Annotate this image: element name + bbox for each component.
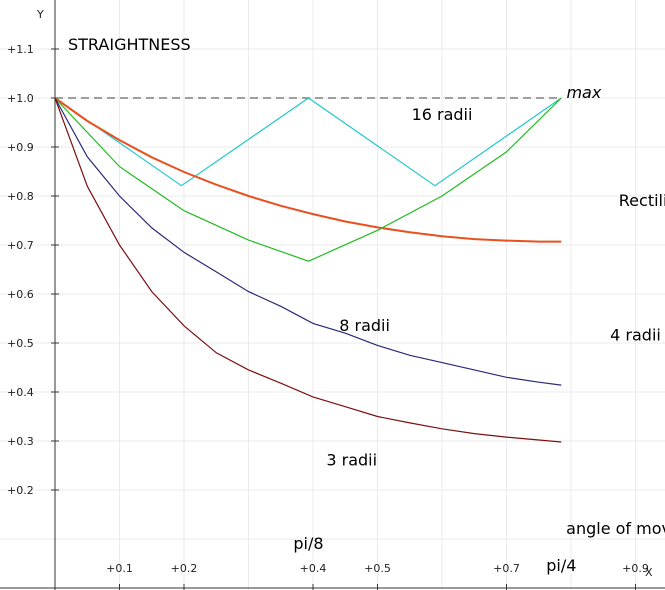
y-tick-label: +0.5 (7, 337, 34, 350)
series-line-4-radii (54, 97, 562, 386)
annotation-4-radii: 4 radii (610, 326, 661, 345)
x-tick-label: +0.4 (300, 562, 327, 575)
annotation-pi-4: pi/4 (546, 556, 576, 575)
x-axis-label: X (645, 566, 653, 579)
y-tick-label: +0.6 (7, 288, 34, 301)
annotation-angle-of-move-from-horizontal: angle of move from horizontal (566, 519, 665, 538)
x-tick-label: +0.9 (622, 562, 649, 575)
series-line-8-radii (54, 97, 562, 262)
y-tick-label: +0.2 (7, 484, 34, 497)
y-tick-label: +0.9 (7, 141, 34, 154)
x-tick-label: +0.5 (364, 562, 391, 575)
series-labels: max 16 radii Rectilinear 8 radii 4 radii 3 ra… (293, 83, 665, 575)
annotation-max: max (566, 83, 601, 102)
y-tick-label: +0.4 (7, 386, 34, 399)
y-axis-label: Y (36, 8, 44, 21)
y-tick-label: +0.7 (7, 239, 34, 252)
series-line-3-radii (54, 97, 562, 443)
y-tick-label: +0.3 (7, 435, 34, 448)
annotation-3-radii: 3 radii (326, 451, 377, 470)
x-tick-label: +0.2 (171, 562, 198, 575)
chart-title: STRAIGHTNESS (68, 35, 191, 54)
annotation-16-radii: 16 radii (412, 105, 473, 124)
x-tick-label: +0.1 (106, 562, 133, 575)
series-line-rectilinear (54, 97, 562, 243)
y-tick-label: +1.0 (7, 92, 34, 105)
y-tick-label: +0.8 (7, 190, 34, 203)
x-tick-label: +0.7 (493, 562, 520, 575)
y-tick-label: +1.1 (7, 43, 34, 56)
series-lines (54, 97, 562, 443)
annotation-rectilinear: Rectilinear (619, 191, 665, 210)
series-line-16-radii (54, 97, 562, 187)
annotation-8-radii: 8 radii (339, 316, 390, 335)
annotation-pi-8: pi/8 (293, 534, 323, 553)
